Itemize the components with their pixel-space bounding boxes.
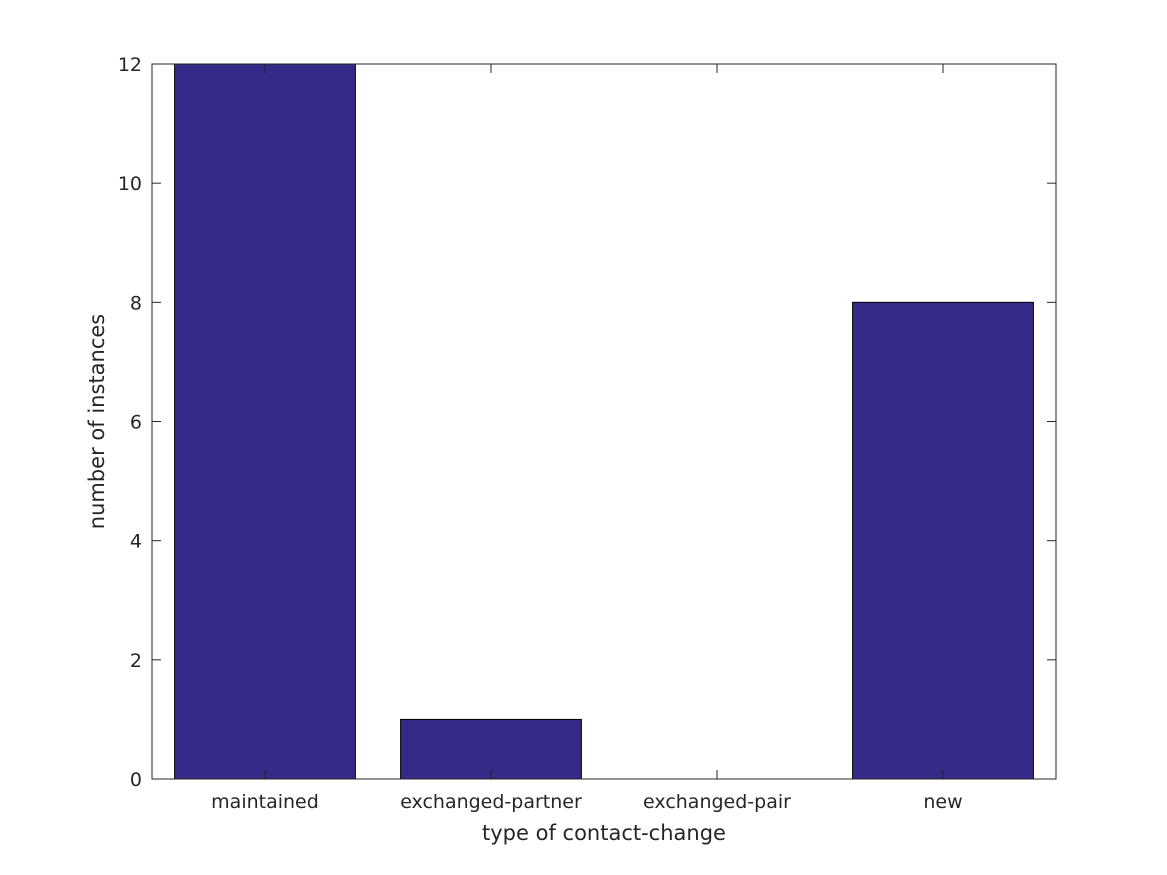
- y-tick-label: 0: [130, 769, 142, 791]
- bar-new: [852, 301, 1034, 780]
- x-tick-label: exchanged-pair: [643, 791, 791, 813]
- bar-exchanged-partner: [400, 718, 582, 780]
- y-tick-label: 4: [130, 531, 142, 553]
- y-tick-label: 2: [130, 650, 142, 672]
- x-tick-label: new: [923, 791, 962, 813]
- x-tick-labels: maintained exchanged-partner exchanged-pai…: [211, 791, 962, 813]
- y-axis-label: number of instances: [85, 314, 109, 529]
- ticks-layer: [152, 63, 1056, 780]
- y-tick-label: 10: [118, 173, 142, 195]
- bars-layer: [174, 63, 1034, 780]
- y-tick-label: 8: [130, 292, 142, 314]
- y-tick-label: 12: [118, 54, 142, 76]
- bar-maintained: [174, 63, 356, 780]
- y-tick-label: 6: [130, 412, 142, 434]
- x-tick-label: exchanged-partner: [400, 791, 582, 813]
- x-tick-label: maintained: [211, 791, 319, 813]
- y-tick-labels: 0 2 4 6 8 10 12: [118, 54, 142, 791]
- x-axis-label: type of contact-change: [482, 821, 726, 845]
